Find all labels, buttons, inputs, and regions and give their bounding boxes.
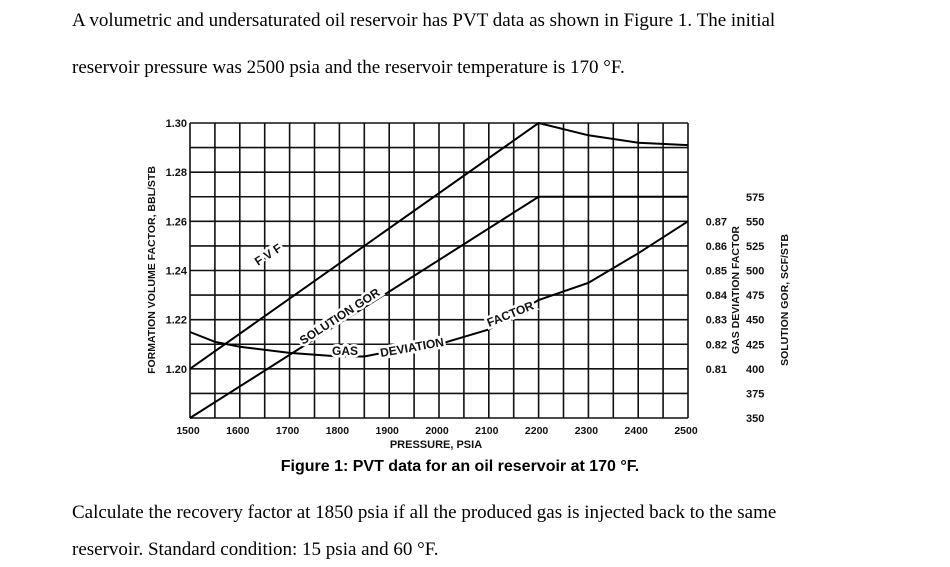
x-tick-label: 2200: [525, 425, 549, 437]
z-curve-label-factor: FACTOR: [485, 298, 536, 330]
z-curve-label-gas: GAS: [332, 344, 358, 358]
series-line-fvf: [189, 121, 689, 370]
x-tick-label: 1900: [376, 425, 400, 437]
y3-tick-label: 525: [746, 241, 764, 253]
y3-tick-label: 550: [746, 216, 764, 228]
x-tick-label: 2300: [575, 425, 599, 437]
x-tick-label: 1500: [176, 425, 200, 437]
x-tick-label: 2500: [674, 425, 698, 437]
x-tick-label: 2400: [625, 425, 649, 437]
y3-tick-label: 450: [746, 315, 764, 327]
figure-caption: Figure 1: PVT data for an oil reservoir …: [280, 458, 640, 475]
y3-tick-label: 475: [746, 290, 764, 302]
y-axis-title: FORMATION VOLUME FACTOR, BBL/STB: [146, 166, 158, 374]
y-tick-label: 1.20: [166, 364, 187, 376]
y-tick-label: 1.24: [166, 266, 188, 278]
y2-tick-label: 0.84: [706, 290, 728, 302]
problem-text-line-2: reservoir pressure was 2500 psia and the…: [72, 57, 625, 78]
y-tick-label: 1.28: [166, 167, 187, 179]
y2-tick-label: 0.81: [706, 364, 727, 376]
y3-tick-label: 575: [746, 192, 764, 204]
problem-text-line-1: A volumetric and undersaturated oil rese…: [72, 10, 776, 31]
chart-ticks: 1500 1600 1700 1800 1900 2000 2100 2200 2300 2400…: [166, 118, 765, 437]
fvf-curve-label: F V F: [252, 241, 284, 269]
y3-tick-label: 350: [746, 413, 764, 425]
x-tick-label: 2100: [475, 425, 499, 437]
y-tick-label: 1.30: [166, 118, 187, 130]
series-line-solution-gor: [189, 195, 688, 419]
y2-tick-label: 0.87: [706, 216, 727, 228]
y2-tick-label: 0.86: [706, 241, 727, 253]
y3-axis-title: SOLUTION GOR, SCF/STB: [779, 234, 791, 366]
problem-text-line-3: Calculate the recovery factor at 1850 ps…: [72, 502, 777, 523]
y2-tick-label: 0.83: [706, 315, 727, 327]
chart-grid: [189, 122, 689, 419]
series-line-gas-deviation-factor: [189, 220, 689, 358]
problem-text-line-4: reservoir. Standard condition: 15 psia a…: [72, 539, 439, 560]
x-tick-label: 1700: [276, 425, 300, 437]
y2-axis-title: GAS DEVIATION FACTOR: [730, 226, 742, 354]
y-tick-label: 1.26: [166, 216, 187, 228]
y2-tick-label: 0.82: [706, 339, 727, 351]
y3-tick-label: 425: [746, 339, 764, 351]
chart-curves: [189, 121, 689, 419]
x-tick-label: 2000: [425, 425, 449, 437]
y2-tick-label: 0.85: [706, 266, 727, 278]
y3-tick-label: 375: [746, 388, 764, 400]
y3-tick-label: 400: [746, 364, 764, 376]
y3-tick-label: 500: [746, 266, 764, 278]
x-tick-label: 1800: [326, 425, 350, 437]
x-tick-label: 1600: [226, 425, 250, 437]
x-axis-title: PRESSURE, PSIA: [390, 439, 482, 451]
y-tick-label: 1.22: [166, 315, 187, 327]
